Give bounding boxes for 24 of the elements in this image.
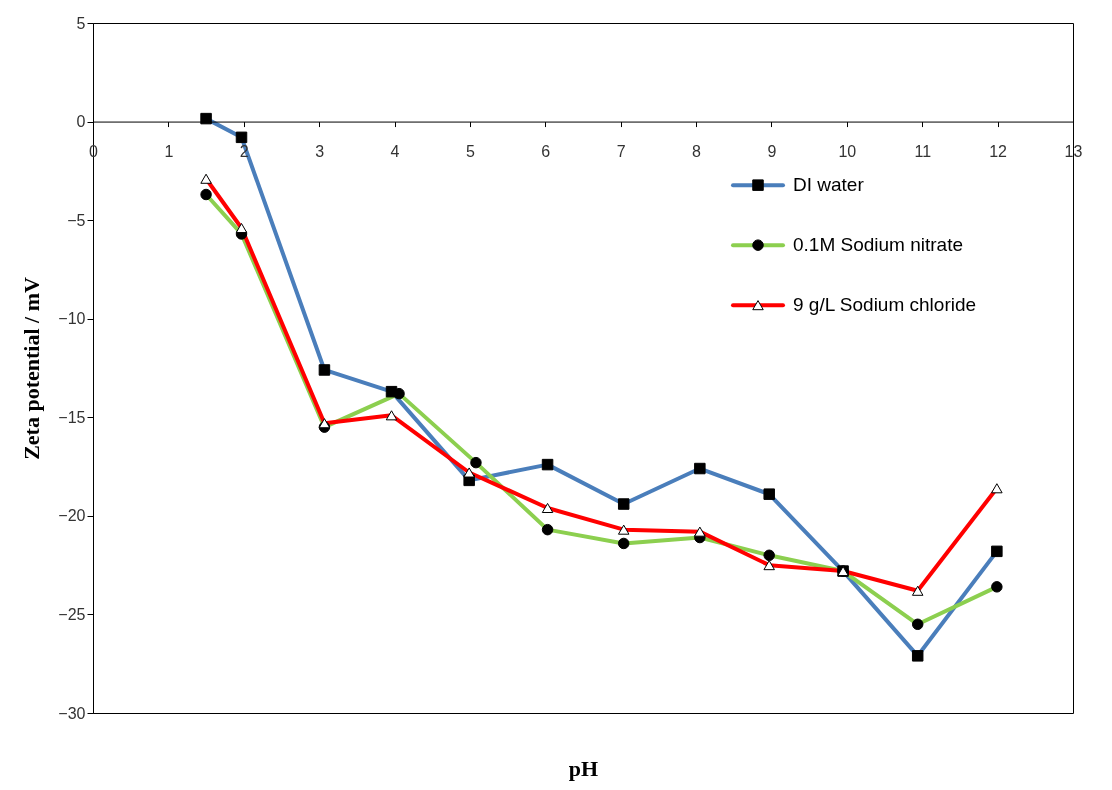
y-tick-label: −30 [58, 704, 86, 722]
y-tick-label: −10 [58, 310, 86, 328]
y-tick-label: −25 [58, 605, 86, 623]
x-tick-label: 3 [315, 143, 325, 161]
x-axis-title: pH [568, 755, 599, 781]
y-tick-label: −15 [58, 408, 86, 426]
x-tick-label: 12 [989, 143, 1008, 161]
x-tick-label: 9 [767, 143, 777, 161]
legend-label: 9 g/L Sodium chloride [793, 294, 977, 316]
x-tick-label: 11 [914, 143, 932, 161]
x-tick-label: 1 [164, 143, 174, 161]
y-tick-label: 0 [76, 113, 86, 131]
x-tick-label: 8 [692, 143, 702, 161]
y-tick-label: 5 [76, 14, 86, 32]
x-tick-label: 10 [838, 143, 857, 161]
legend-label: 0.1M Sodium nitrate [793, 234, 964, 256]
y-tick-label: −20 [58, 507, 86, 525]
x-tick-label: 6 [541, 143, 551, 161]
y-axis-title: Zeta potential / mV [19, 277, 45, 460]
x-tick-label: 5 [465, 143, 475, 161]
y-tick-label: −5 [67, 211, 86, 229]
x-tick-label: 7 [616, 143, 626, 161]
x-tick-label: 4 [390, 143, 400, 161]
legend-label: DI water [793, 174, 865, 196]
